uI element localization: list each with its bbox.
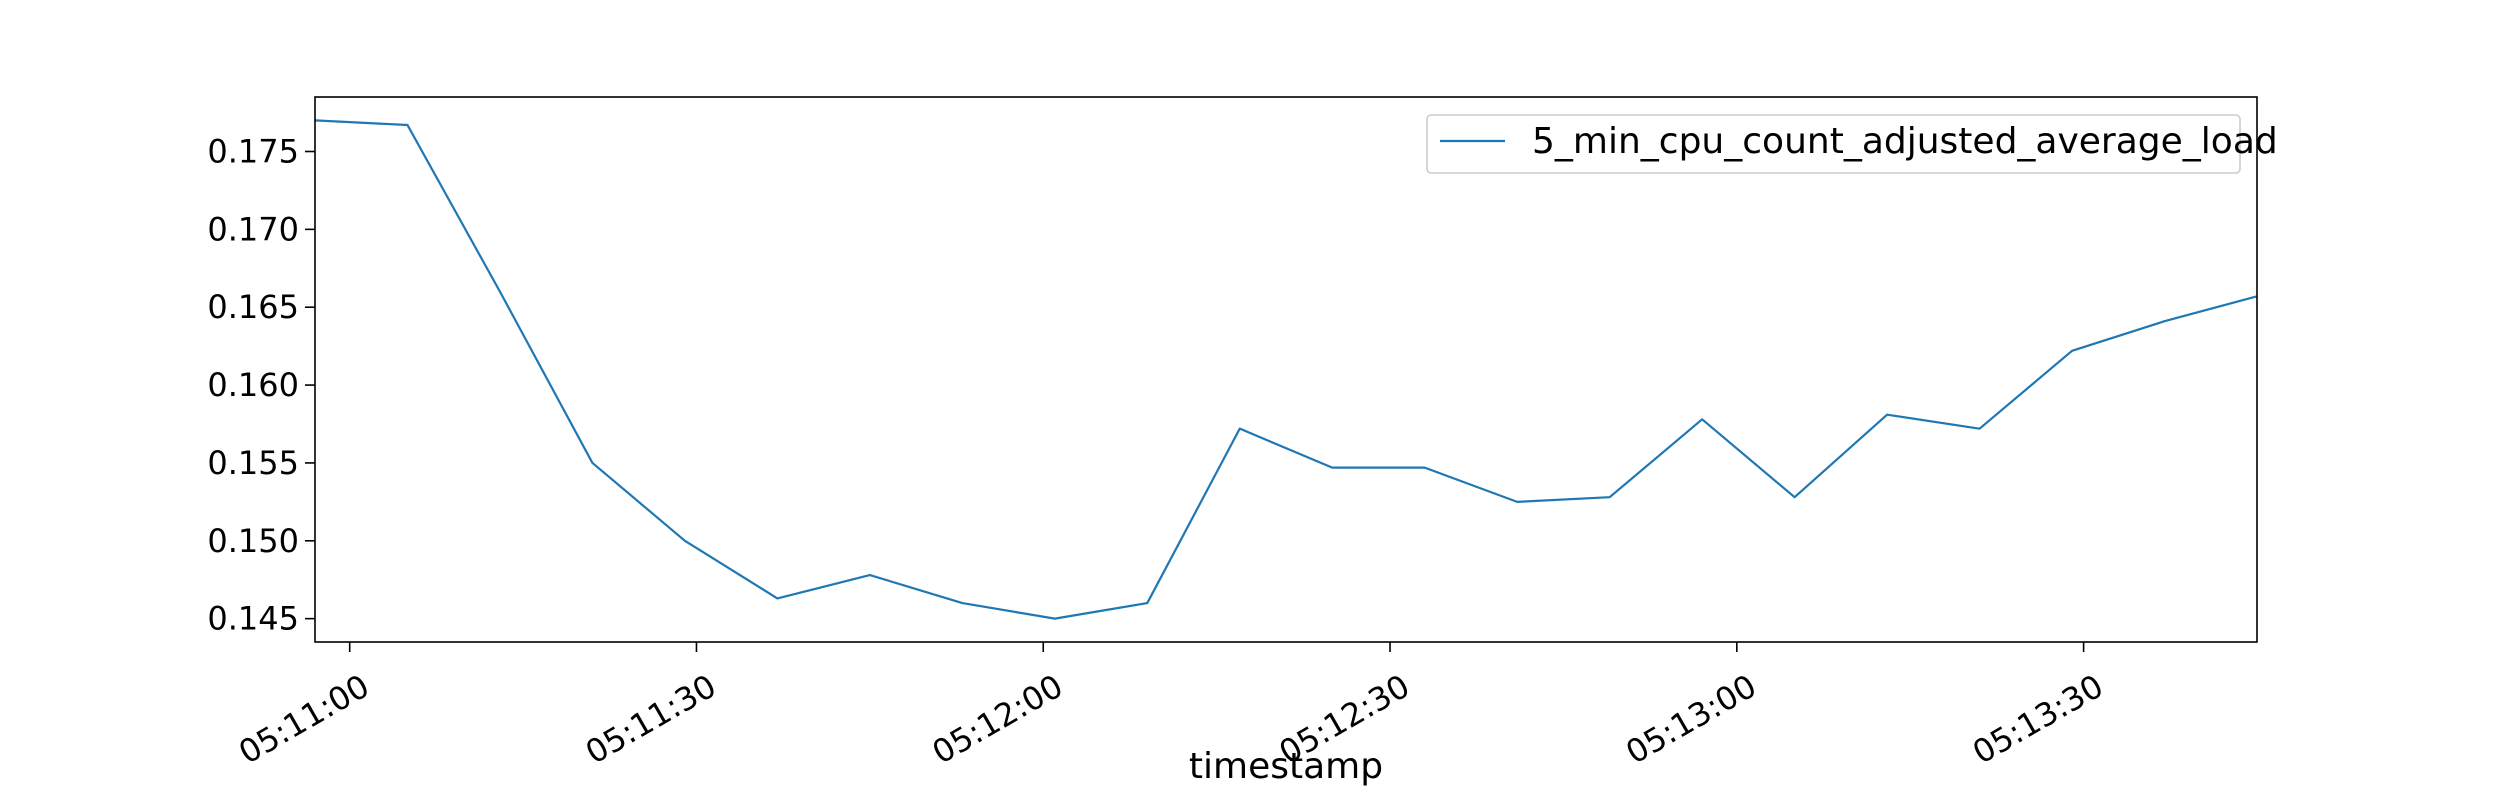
x-tick-label: 05:13:00 [1619,667,1762,772]
y-tick-label: 0.165 [207,288,299,326]
legend-box [1426,114,2241,174]
series-layer [314,119,2258,620]
plot-frame [314,96,2258,643]
y-tick-label: 0.160 [207,366,299,404]
x-tick-label: 05:13:30 [1966,667,2109,772]
y-tick-label: 0.155 [207,444,299,482]
legend: 5_min_cpu_count_adjusted_average_load [1426,114,2278,174]
x-tick-label: 05:12:00 [926,667,1069,772]
y-tick-label: 0.145 [207,600,299,638]
x-tick-label: 05:11:30 [579,667,722,772]
y-tick-label: 0.170 [207,210,299,248]
x-axis: 05:11:00 05:11:30 05:12:00 05:12:30 05:13:00… [232,642,2110,772]
y-tick-label: 0.175 [207,133,299,171]
legend-label-series-1: 5_min_cpu_count_adjusted_average_load [1532,121,2278,162]
y-axis: 0.145 0.150 0.155 0.160 0.165 0.170 0.175 [207,133,315,638]
series-line-1 [314,119,2258,620]
x-axis-title: timestamp [1189,746,1383,787]
x-tick-label: 05:11:00 [232,667,375,772]
y-tick-label: 0.150 [207,522,299,560]
